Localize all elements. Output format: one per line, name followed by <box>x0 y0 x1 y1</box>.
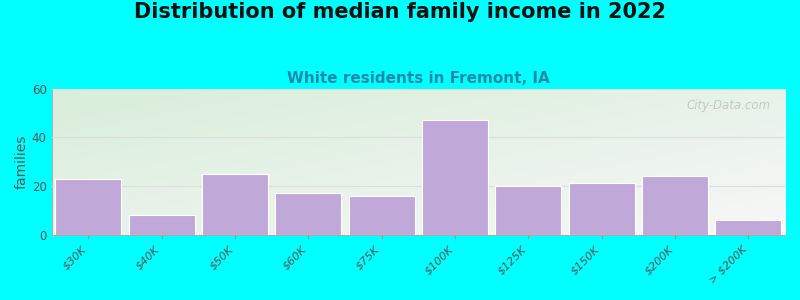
Bar <box>202 174 268 235</box>
Y-axis label: families: families <box>15 134 29 189</box>
Title: White residents in Fremont, IA: White residents in Fremont, IA <box>287 71 550 86</box>
Bar <box>642 176 708 235</box>
Text: Distribution of median family income in 2022: Distribution of median family income in … <box>134 2 666 22</box>
Bar <box>495 186 562 235</box>
Bar <box>129 215 194 235</box>
Bar <box>422 120 488 235</box>
Bar <box>275 193 342 235</box>
Bar <box>55 178 121 235</box>
Bar <box>715 220 782 235</box>
Bar <box>349 196 414 235</box>
Bar <box>569 183 634 235</box>
Text: City-Data.com: City-Data.com <box>686 99 770 112</box>
